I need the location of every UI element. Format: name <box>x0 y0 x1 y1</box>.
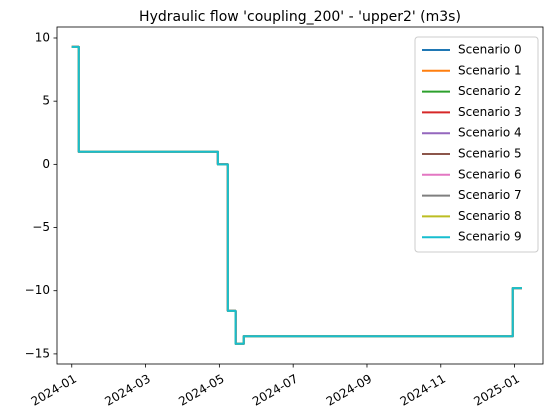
legend-label: Scenario 5 <box>458 147 522 161</box>
y-tick-label: −15 <box>25 346 50 360</box>
legend-label: Scenario 0 <box>458 43 522 57</box>
x-tick-label: 2024-07 <box>250 372 300 409</box>
legend-label: Scenario 6 <box>458 167 522 181</box>
x-tick-label: 2024-09 <box>324 372 374 409</box>
y-tick-label: −5 <box>32 220 50 234</box>
y-tick-label: 5 <box>42 94 50 108</box>
y-tick-label: −10 <box>25 283 50 297</box>
plot-frame <box>56 26 544 365</box>
series-line <box>71 45 522 345</box>
x-tick-label: 2024-05 <box>176 372 226 409</box>
legend-label: Scenario 9 <box>458 230 522 244</box>
x-tick-label: 2024-03 <box>102 372 152 409</box>
x-tick-label: 2025-01 <box>471 372 521 409</box>
y-tick-label: 0 <box>42 157 50 171</box>
legend-label: Scenario 3 <box>458 105 522 119</box>
legend-label: Scenario 4 <box>458 126 522 140</box>
legend-label: Scenario 8 <box>458 209 522 223</box>
x-tick-label: 2024-01 <box>29 372 79 409</box>
legend-label: Scenario 2 <box>458 84 522 98</box>
y-tick-label: 10 <box>35 30 50 44</box>
legend-label: Scenario 7 <box>458 188 522 202</box>
chart-title: Hydraulic flow 'coupling_200' - 'upper2'… <box>139 9 461 25</box>
legend-label: Scenario 1 <box>458 63 522 77</box>
x-tick-label: 2024-11 <box>398 372 448 409</box>
